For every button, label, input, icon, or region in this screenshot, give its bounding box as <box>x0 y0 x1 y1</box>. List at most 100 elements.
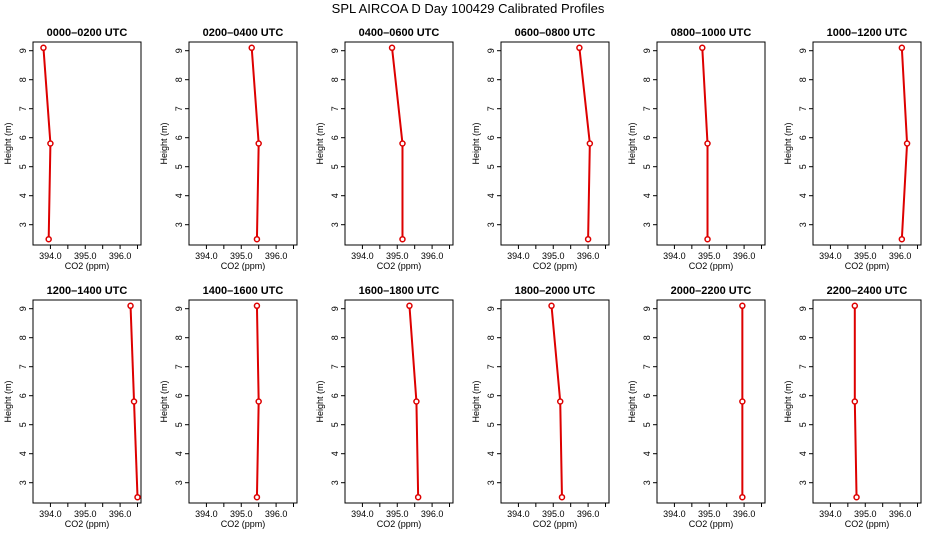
y-tick-label: 7 <box>330 106 340 111</box>
y-tick-label: 5 <box>798 164 808 169</box>
panel-title: 1800–2000 UTC <box>515 285 596 297</box>
y-tick-label: 8 <box>486 335 496 340</box>
data-point <box>584 235 592 243</box>
y-tick-label: 5 <box>486 164 496 169</box>
data-point <box>739 398 746 405</box>
y-tick-label: 9 <box>486 306 496 311</box>
x-tick-label: 396.0 <box>889 509 912 519</box>
x-tick-label: 396.0 <box>265 251 288 261</box>
y-tick-label: 4 <box>18 193 28 198</box>
x-tick-label: 396.0 <box>109 251 132 261</box>
y-tick-label: 7 <box>642 364 652 369</box>
y-tick-label: 9 <box>642 48 652 53</box>
panel: 1000–1200 UTC 394.0 395.0 396.0 3 4 5 6 7 8 9 CO2 (… <box>783 27 922 271</box>
y-axis-label: Height (m) <box>159 380 169 422</box>
plot-frame <box>344 299 454 504</box>
figure-title: SPL AIRCOA D Day 100429 Calibrated Profi… <box>332 1 605 16</box>
x-tick-label: 395.0 <box>542 251 565 261</box>
panel: 0800–1000 UTC 394.0 395.0 396.0 3 4 5 6 7 8 9 CO2 (… <box>627 27 766 271</box>
y-axis-label: Height (m) <box>471 122 481 164</box>
y-tick-label: 6 <box>174 135 184 140</box>
y-axis-label: Height (m) <box>627 122 637 164</box>
y-tick-label: 3 <box>18 222 28 227</box>
x-tick-label: 394.0 <box>351 509 374 519</box>
y-tick-label: 9 <box>642 306 652 311</box>
x-tick-label: 395.0 <box>854 509 877 519</box>
panel-title: 1600–1800 UTC <box>359 285 440 297</box>
y-tick-label: 8 <box>18 77 28 82</box>
x-tick-label: 394.0 <box>39 251 62 261</box>
y-tick-label: 5 <box>174 422 184 427</box>
data-point <box>388 44 396 52</box>
plot-frame <box>812 299 922 504</box>
panel: 0400–0600 UTC 394.0 395.0 396.0 3 4 5 6 7 8 9 CO2 (… <box>315 27 454 271</box>
x-tick-label: 396.0 <box>577 509 600 519</box>
x-tick-label: 394.0 <box>663 509 686 519</box>
panel: 2000–2200 UTC 394.0 395.0 396.0 3 4 5 6 7 8 9 CO2 (… <box>627 285 766 529</box>
panel-title: 0600–0800 UTC <box>515 27 596 39</box>
data-point <box>704 235 711 243</box>
y-axis-label: Height (m) <box>3 122 13 164</box>
y-axis-label: Height (m) <box>471 380 481 422</box>
y-tick-label: 5 <box>642 422 652 427</box>
y-axis-label: Height (m) <box>315 122 325 164</box>
y-tick-label: 8 <box>174 335 184 340</box>
x-tick-label: 394.0 <box>195 509 218 519</box>
y-axis-label: Height (m) <box>159 122 169 164</box>
data-point <box>406 302 413 310</box>
y-tick-label: 9 <box>798 48 808 53</box>
plot-frame <box>188 41 298 246</box>
y-tick-label: 8 <box>18 335 28 340</box>
y-tick-label: 7 <box>486 364 496 369</box>
y-tick-label: 6 <box>174 393 184 398</box>
y-tick-label: 3 <box>798 480 808 485</box>
data-point <box>739 302 746 310</box>
y-tick-label: 7 <box>174 364 184 369</box>
y-tick-label: 9 <box>330 306 340 311</box>
panel-title: 2200–2400 UTC <box>827 285 908 297</box>
x-tick-label: 394.0 <box>819 251 842 261</box>
y-axis-label: Height (m) <box>783 122 793 164</box>
x-tick-label: 395.0 <box>698 509 721 519</box>
plot-frame <box>188 299 298 504</box>
y-tick-label: 7 <box>18 106 28 111</box>
y-tick-label: 7 <box>798 106 808 111</box>
y-tick-label: 4 <box>642 451 652 456</box>
data-point <box>898 44 906 52</box>
y-tick-label: 8 <box>486 77 496 82</box>
data-point <box>851 302 859 310</box>
y-tick-label: 3 <box>486 480 496 485</box>
panel-title: 1200–1400 UTC <box>47 285 128 297</box>
plot-frame <box>32 299 142 504</box>
y-tick-label: 6 <box>642 135 652 140</box>
y-tick-label: 5 <box>18 164 28 169</box>
y-tick-label: 8 <box>642 77 652 82</box>
plot-frame <box>500 41 610 246</box>
y-tick-label: 9 <box>174 306 184 311</box>
y-tick-label: 5 <box>486 422 496 427</box>
panel: 1600–1800 UTC 394.0 395.0 396.0 3 4 5 6 7 8 9 CO2 (… <box>315 285 454 529</box>
data-point <box>699 44 706 52</box>
y-tick-label: 4 <box>330 451 340 456</box>
x-axis-label: CO2 (ppm) <box>377 519 422 529</box>
data-point <box>558 493 566 501</box>
y-tick-label: 7 <box>330 364 340 369</box>
y-tick-label: 9 <box>18 306 28 311</box>
y-tick-label: 7 <box>642 106 652 111</box>
x-tick-label: 395.0 <box>74 509 97 519</box>
x-axis-label: CO2 (ppm) <box>845 261 890 271</box>
y-tick-label: 9 <box>174 48 184 53</box>
plot-frame <box>812 41 922 246</box>
data-point <box>253 493 261 501</box>
x-tick-label: 396.0 <box>421 251 444 261</box>
y-tick-label: 8 <box>330 335 340 340</box>
x-tick-label: 394.0 <box>507 251 530 261</box>
data-point <box>127 302 134 310</box>
x-axis-label: CO2 (ppm) <box>689 519 734 529</box>
data-point <box>413 398 420 405</box>
data-point <box>134 493 141 501</box>
panel: 1200–1400 UTC 394.0 395.0 396.0 3 4 5 6 7 8 9 CO2 (… <box>3 285 142 529</box>
x-tick-label: 395.0 <box>854 251 877 261</box>
panel-title: 1000–1200 UTC <box>827 27 908 39</box>
